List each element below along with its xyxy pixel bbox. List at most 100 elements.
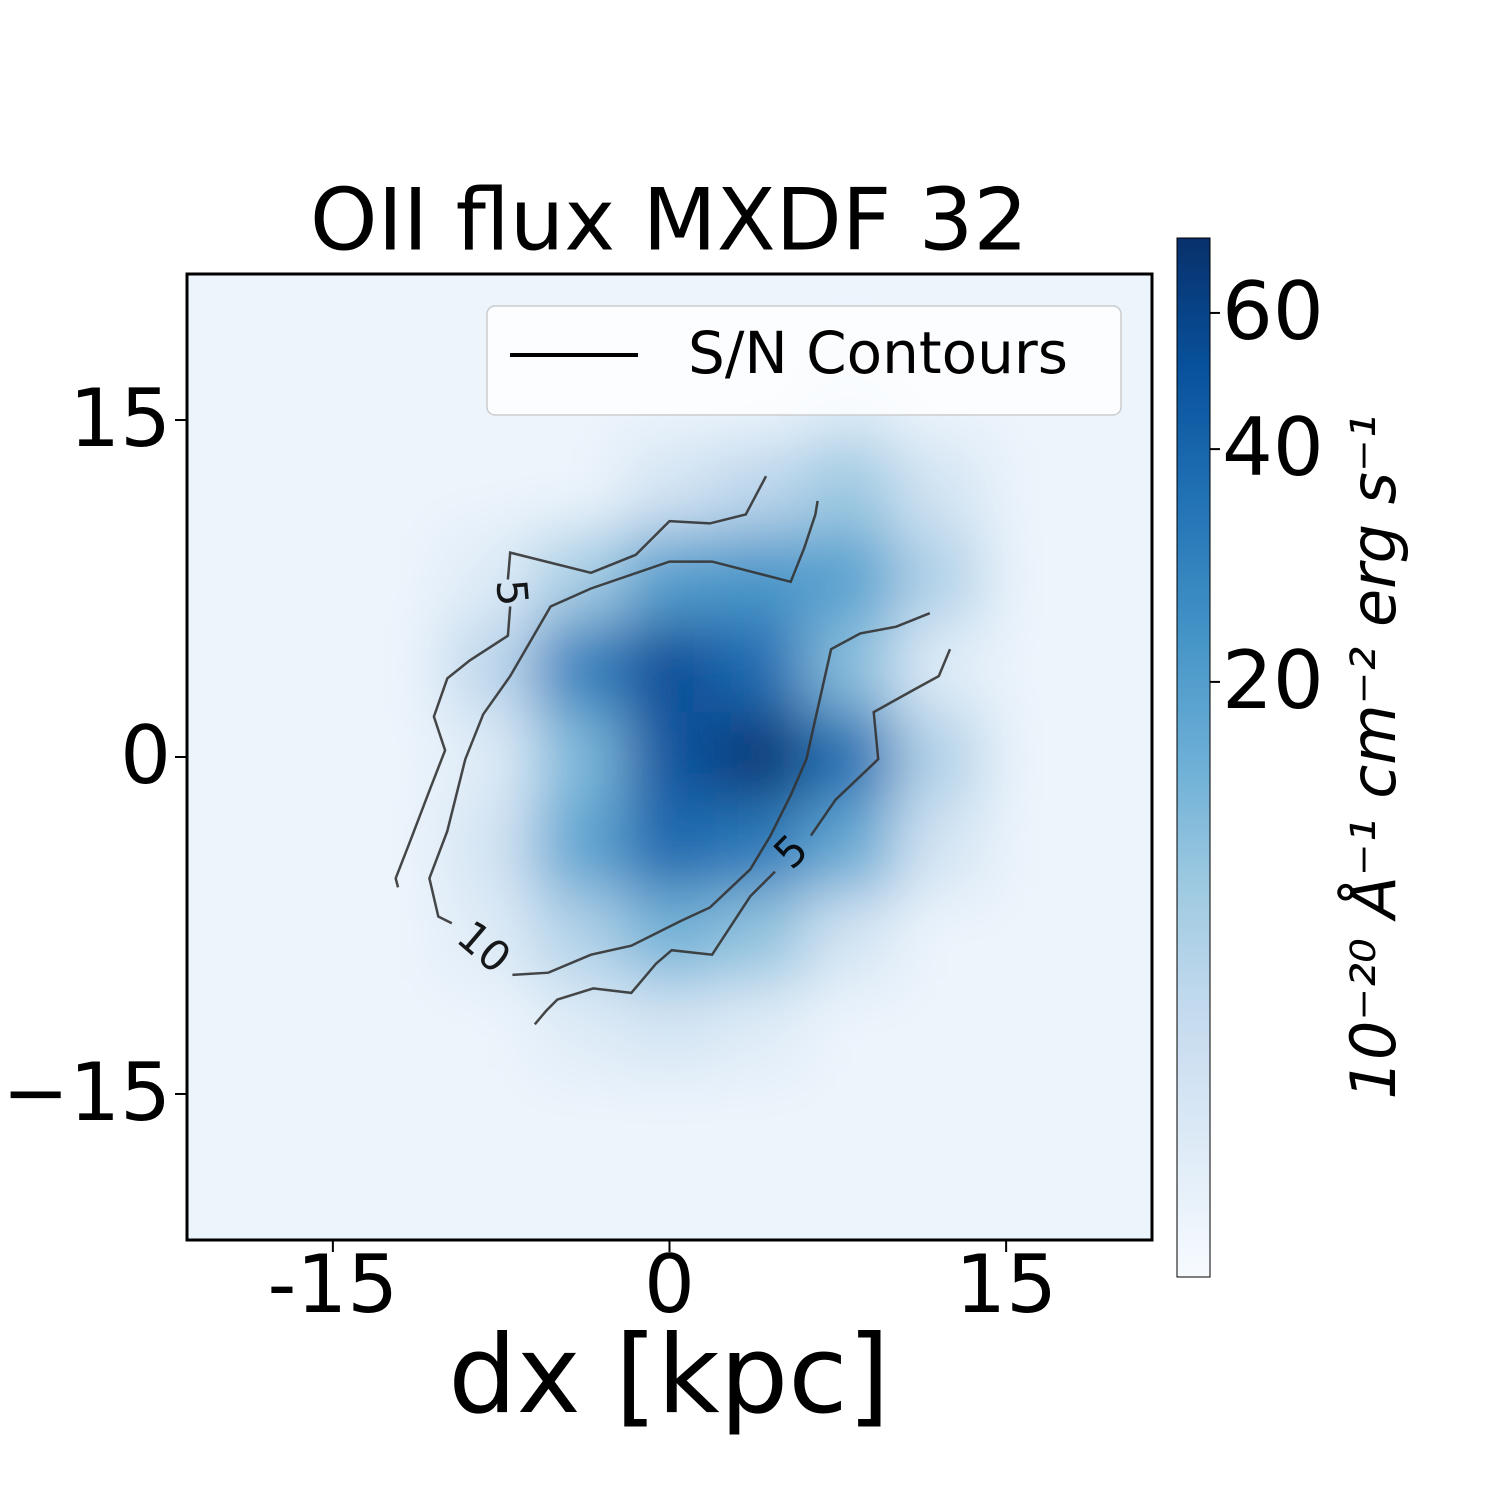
heatmap-cell: [265, 891, 356, 983]
heatmap-cell: [714, 891, 805, 983]
heatmap-cell: [893, 1161, 985, 1240]
heatmap-cell: [265, 1161, 356, 1240]
heatmap-cell: [265, 801, 356, 893]
heatmap-cell: [624, 891, 715, 983]
contour-line: [533, 648, 952, 1026]
heatmap-cell: [445, 622, 536, 713]
heatmap-cell: [624, 712, 715, 803]
heatmap-cell: [445, 1161, 536, 1240]
heatmap-cell: [624, 981, 715, 1073]
heatmap-cell: [265, 442, 356, 533]
heatmap-cell: [445, 442, 536, 533]
heatmap-cell: [445, 891, 536, 983]
heatmap-cell: [1073, 981, 1152, 1073]
heatmap-cell: [265, 532, 356, 623]
y-tick-label: 0: [120, 709, 171, 802]
heatmap-cell: [624, 801, 715, 893]
heatmap-cell: [187, 622, 267, 713]
heatmap-cell: [187, 352, 267, 443]
heatmap-cell: [624, 442, 715, 533]
legend: S/N Contours: [486, 305, 1122, 416]
colorbar-tick-label: 60: [1222, 265, 1324, 358]
heatmap-cell: [983, 801, 1074, 893]
heatmap-cell: [534, 981, 626, 1073]
heatmap-cell: [1073, 622, 1152, 713]
heatmap-cell: [265, 274, 356, 354]
heatmap-cell: [893, 1071, 985, 1162]
heatmap-cell: [1073, 801, 1152, 893]
heatmap-cell: [1073, 442, 1152, 533]
heatmap-cell: [714, 981, 805, 1073]
heatmap-cell: [355, 274, 446, 354]
heatmap-cell: [265, 1071, 356, 1162]
heatmap-cell: [265, 712, 356, 803]
heatmap-cell: [1073, 1161, 1152, 1240]
heatmap-cell: [983, 532, 1074, 623]
heatmap-cell: [445, 532, 536, 623]
heatmap-cell: [445, 712, 536, 803]
heatmap-cell: [804, 981, 895, 1073]
heatmap-cell: [893, 981, 985, 1073]
heatmap-cell: [624, 532, 715, 623]
heatmap-cell: [265, 622, 356, 713]
heatmap-cell: [714, 622, 805, 713]
colorbar-tick-label: 40: [1222, 401, 1324, 494]
heatmap-cell: [355, 891, 446, 983]
x-tick-label: 15: [955, 1238, 1057, 1331]
heatmap-cell: [445, 1071, 536, 1162]
heatmap-cell: [893, 712, 985, 803]
heatmap-cell: [804, 1071, 895, 1162]
contour-label: 5: [487, 577, 538, 608]
heatmap-cell: [355, 622, 446, 713]
heatmap-cell: [187, 274, 267, 354]
heatmap-cell: [187, 712, 267, 803]
heatmap-cell: [804, 532, 895, 623]
y-tick-label: 15: [69, 372, 171, 465]
heatmap-cell: [355, 442, 446, 533]
heatmap-cell: [187, 981, 267, 1073]
heatmap-cell: [534, 801, 626, 893]
heatmap-cell: [983, 1071, 1074, 1162]
heatmap-cell: [355, 532, 446, 623]
heatmap-cell: [983, 981, 1074, 1073]
heatmap-cell: [1073, 891, 1152, 983]
heatmap-cell: [624, 622, 715, 713]
heatmap-cell: [983, 622, 1074, 713]
heatmap-cell: [445, 981, 536, 1073]
heatmap-cell: [534, 1071, 626, 1162]
colorbar: [1176, 237, 1211, 1278]
heatmap-cell: [714, 532, 805, 623]
x-axis-label: dx [kpc]: [448, 1313, 890, 1438]
heatmap-cell: [187, 1161, 267, 1240]
heatmap-cell: [893, 801, 985, 893]
heatmap-cell: [804, 801, 895, 893]
heatmap-cell: [187, 442, 267, 533]
heatmap-cell: [804, 891, 895, 983]
heatmap-cell: [187, 891, 267, 983]
heatmap-cell: [355, 712, 446, 803]
heatmap-cell: [187, 801, 267, 893]
heatmap-cell: [265, 352, 356, 443]
heatmap-cell: [804, 1161, 895, 1240]
heatmap-cell: [983, 891, 1074, 983]
chart-title: OII flux MXDF 32: [310, 170, 1028, 270]
heatmap-cell: [187, 1071, 267, 1162]
heatmap-cell: [534, 1161, 626, 1240]
heatmap-cell: [1073, 712, 1152, 803]
heatmap-cell: [714, 801, 805, 893]
colorbar-tick-label: 20: [1222, 634, 1324, 727]
heatmap-cell: [804, 622, 895, 713]
heatmap-cell: [893, 891, 985, 983]
heatmap-cell: [1073, 532, 1152, 623]
heatmap-cell: [714, 1071, 805, 1162]
heatmap-cell: [534, 891, 626, 983]
heatmap-cell: [355, 352, 446, 443]
heatmap-cell: [445, 801, 536, 893]
heatmap-cell: [624, 1071, 715, 1162]
heatmap-cell: [534, 442, 626, 533]
heatmap-cell: [893, 442, 985, 533]
heatmap-cell: [534, 622, 626, 713]
heatmap-cell: [534, 712, 626, 803]
